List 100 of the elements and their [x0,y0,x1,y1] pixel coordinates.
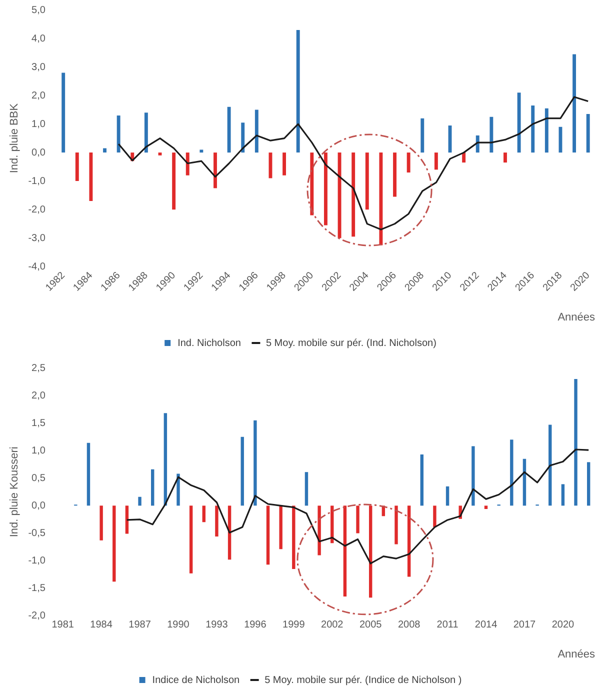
x-tick-label: 1984 [90,620,113,631]
y-axis-title: Ind. pluie BBK [8,102,21,174]
bar [254,420,257,506]
y-tick-label: -3,0 [28,232,46,244]
bar [324,152,328,226]
x-axis-title: Années [558,648,596,660]
y-tick-label: 0,0 [32,147,46,158]
bar [304,472,308,506]
bar [318,506,321,556]
y-tick-label: 5,0 [32,4,46,16]
bar [176,474,180,506]
bar [406,152,410,173]
bar [144,112,148,153]
bar [379,152,383,246]
bar [343,506,347,597]
bar [365,152,369,210]
bar [254,110,258,153]
x-tick-label: 2011 [436,620,459,631]
x-tick-label: 2002 [321,620,344,631]
legend-label: 5 Moy. mobile sur pér. (Indice de Nicholson ) [264,674,462,686]
bar [241,122,245,153]
bar [462,152,466,163]
bar [75,152,79,182]
bar [420,118,424,153]
bar [227,106,231,153]
bar [393,152,396,197]
bar [586,114,590,153]
bar [446,486,450,506]
bar [116,115,120,153]
bar [368,506,372,598]
x-tick-label: 2005 [359,620,382,631]
y-tick-label: 3,0 [32,62,46,73]
bar [125,506,129,534]
bar [186,152,190,176]
bar [282,152,286,176]
bar [310,152,314,216]
bar [151,469,154,506]
bar [215,506,218,537]
x-tick-label: 1987 [128,620,152,631]
bar [296,30,300,153]
bar [420,454,424,506]
x-tick-label: 1981 [52,620,74,631]
x-tick-label: 1990 [167,620,190,631]
x-tick-label: 1993 [206,620,228,631]
bar [158,152,162,156]
legend-label: 5 Moy. mobile sur pér. (Ind. Nicholson) [266,338,436,349]
y-tick-label: 2,0 [32,90,46,102]
y-tick-label: 1,0 [32,118,46,130]
bar [531,106,535,153]
bar [574,379,578,506]
y-tick-label: 0,0 [32,500,46,512]
y-tick-label: 1,5 [32,418,46,429]
bar [164,413,168,506]
y-tick-label: 4,0 [32,33,46,44]
bar [548,424,552,506]
bar [200,150,204,153]
y-tick-label: 1,0 [32,445,46,456]
bar [544,108,548,153]
bar [86,442,90,506]
bar [89,152,93,202]
bar [472,446,475,506]
bar [433,506,436,528]
bar [189,506,193,574]
bar [434,152,438,170]
bar [214,152,217,188]
legend-label: Indice de Nicholson [152,674,240,686]
y-tick-label: 2,0 [32,390,46,402]
bar [103,148,106,153]
legend-label: Ind. Nicholson [178,338,241,349]
x-tick-label: 1999 [282,620,306,631]
x-tick-label: 2017 [513,620,536,631]
bar [112,506,116,582]
bar [62,72,66,153]
bar [292,506,296,569]
bar [100,506,103,540]
bar [504,152,507,163]
y-axis-title: Ind. pluie Kousseri [8,446,21,538]
bar [279,506,282,550]
bar [407,506,411,577]
y-tick-label: -2,0 [28,610,46,622]
bar [138,496,142,506]
bar [484,506,488,509]
x-tick-label: 2014 [474,620,498,631]
x-axis-title: Années [558,311,596,324]
bar [490,116,494,153]
x-tick-label: 1996 [244,620,267,631]
y-tick-label: -0,5 [28,528,46,539]
y-tick-label: 2,5 [32,362,46,374]
bar [356,506,360,534]
bar [352,152,356,237]
bar [517,92,521,153]
bar [572,54,576,153]
bar [266,506,270,565]
bar [202,506,206,522]
bar [172,152,176,210]
y-tick-label: 0,5 [32,472,46,484]
y-tick-label: -1,0 [28,555,46,566]
bar [394,506,398,544]
bar [240,436,244,506]
y-tick-label: -1,0 [28,176,46,187]
